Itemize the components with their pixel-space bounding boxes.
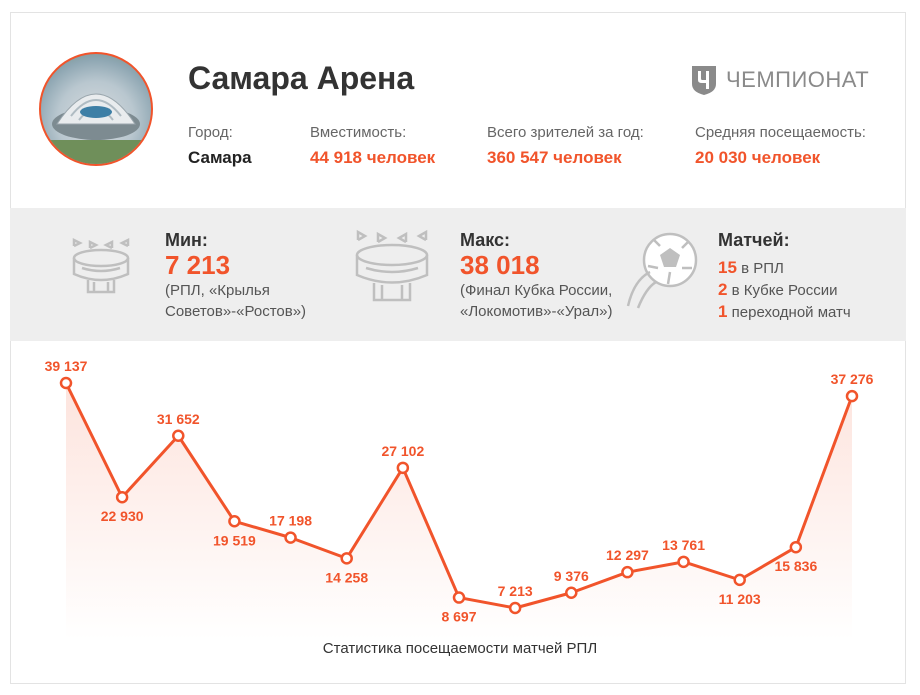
matches-text: переходной матч (731, 304, 851, 321)
data-label: 37 276 (831, 371, 874, 387)
min-note-line: Советов»-«Ростов») (165, 303, 307, 320)
data-point (59, 376, 73, 390)
data-label: 39 137 (45, 358, 88, 374)
min-note-line: (РПЛ, «Крылья (165, 282, 270, 299)
min-note: (РПЛ, «Крылья Советов»-«Ростов») (165, 280, 306, 322)
data-point (508, 601, 522, 615)
page-title: Самара Арена (188, 60, 415, 96)
data-label: 11 203 (719, 591, 761, 607)
avg-label: Средняя посещаемость: (695, 124, 866, 141)
total-label: Всего зрителей за год: (487, 124, 644, 141)
stadium-large-icon (355, 229, 429, 302)
min-label: Мин: (165, 230, 208, 250)
matches-count: 2 (718, 280, 728, 299)
total-value: 360 547 человек (487, 148, 622, 167)
data-label: 17 198 (269, 513, 312, 529)
min-value: 7 213 (165, 250, 231, 280)
max-note-line: «Локомотив»-«Урал») (460, 303, 613, 320)
stadium-dome-icon (41, 93, 151, 164)
max-note-line: (Финал Кубка России, (460, 282, 613, 299)
data-point (228, 515, 241, 528)
data-point (789, 540, 803, 554)
matches-transition: 1 переходной матч (718, 302, 851, 322)
data-label: 19 519 (213, 532, 256, 548)
chart-title: Статистика посещаемости матчей РПЛ (322, 640, 598, 657)
max-label: Макс: (460, 230, 511, 250)
matches-text: в РПЛ (741, 260, 784, 277)
data-label: 15 836 (774, 558, 817, 574)
data-label: 9 376 (554, 568, 589, 584)
data-point (677, 555, 690, 569)
stadium-photo (39, 52, 153, 166)
avg-value: 20 030 человек (695, 148, 821, 167)
data-point (340, 552, 353, 565)
matches-rpl: 15 в РПЛ (718, 258, 784, 278)
data-point (565, 586, 578, 600)
data-label: 31 652 (157, 411, 200, 427)
max-note: (Финал Кубка России, «Локомотив»-«Урал») (460, 280, 612, 322)
capacity-value: 44 918 человек (310, 148, 436, 167)
chart-area-fill (66, 383, 852, 640)
championat-logo: ЧЕМПИОНАТ (690, 62, 880, 98)
data-point (284, 531, 297, 544)
data-point (172, 429, 185, 443)
matches-cup: 2 в Кубке России (718, 280, 837, 300)
data-label: 13 761 (662, 537, 705, 553)
matches-label: Матчей: (718, 230, 790, 250)
data-point (452, 591, 466, 604)
attendance-line-chart: 39 137 22 930 31 652 19 519 17 198 14 258 27 1… (45, 358, 874, 640)
data-label: 14 258 (325, 569, 368, 585)
data-label: 8 697 (441, 609, 476, 625)
matches-count: 1 (718, 302, 728, 321)
summary-band: Мин: 7 213 (РПЛ, «Крылья Советов»-«Росто… (10, 208, 906, 341)
max-value: 38 018 (460, 250, 540, 280)
data-point (733, 573, 746, 587)
stadium-small-icon (72, 237, 130, 294)
header: Самара Арена ЧЕМПИОНАТ Город: Самара Вме… (10, 12, 906, 208)
data-label: 7 213 (498, 583, 533, 599)
logo-text: ЧЕМПИОНАТ (726, 67, 870, 92)
city-value: Самара (188, 148, 252, 167)
data-label: 27 102 (381, 443, 424, 459)
championat-shield-icon (692, 66, 716, 95)
data-label: 12 297 (606, 547, 649, 563)
city-label: Город: (188, 124, 233, 141)
matches-text: в Кубке России (731, 282, 838, 299)
matches-count: 15 (718, 258, 737, 277)
capacity-label: Вместимость: (310, 124, 407, 141)
data-point (621, 565, 634, 579)
data-label: 22 930 (101, 508, 144, 524)
data-point (845, 389, 859, 403)
football-icon (626, 232, 698, 309)
data-point (396, 461, 410, 475)
data-point (115, 490, 129, 504)
